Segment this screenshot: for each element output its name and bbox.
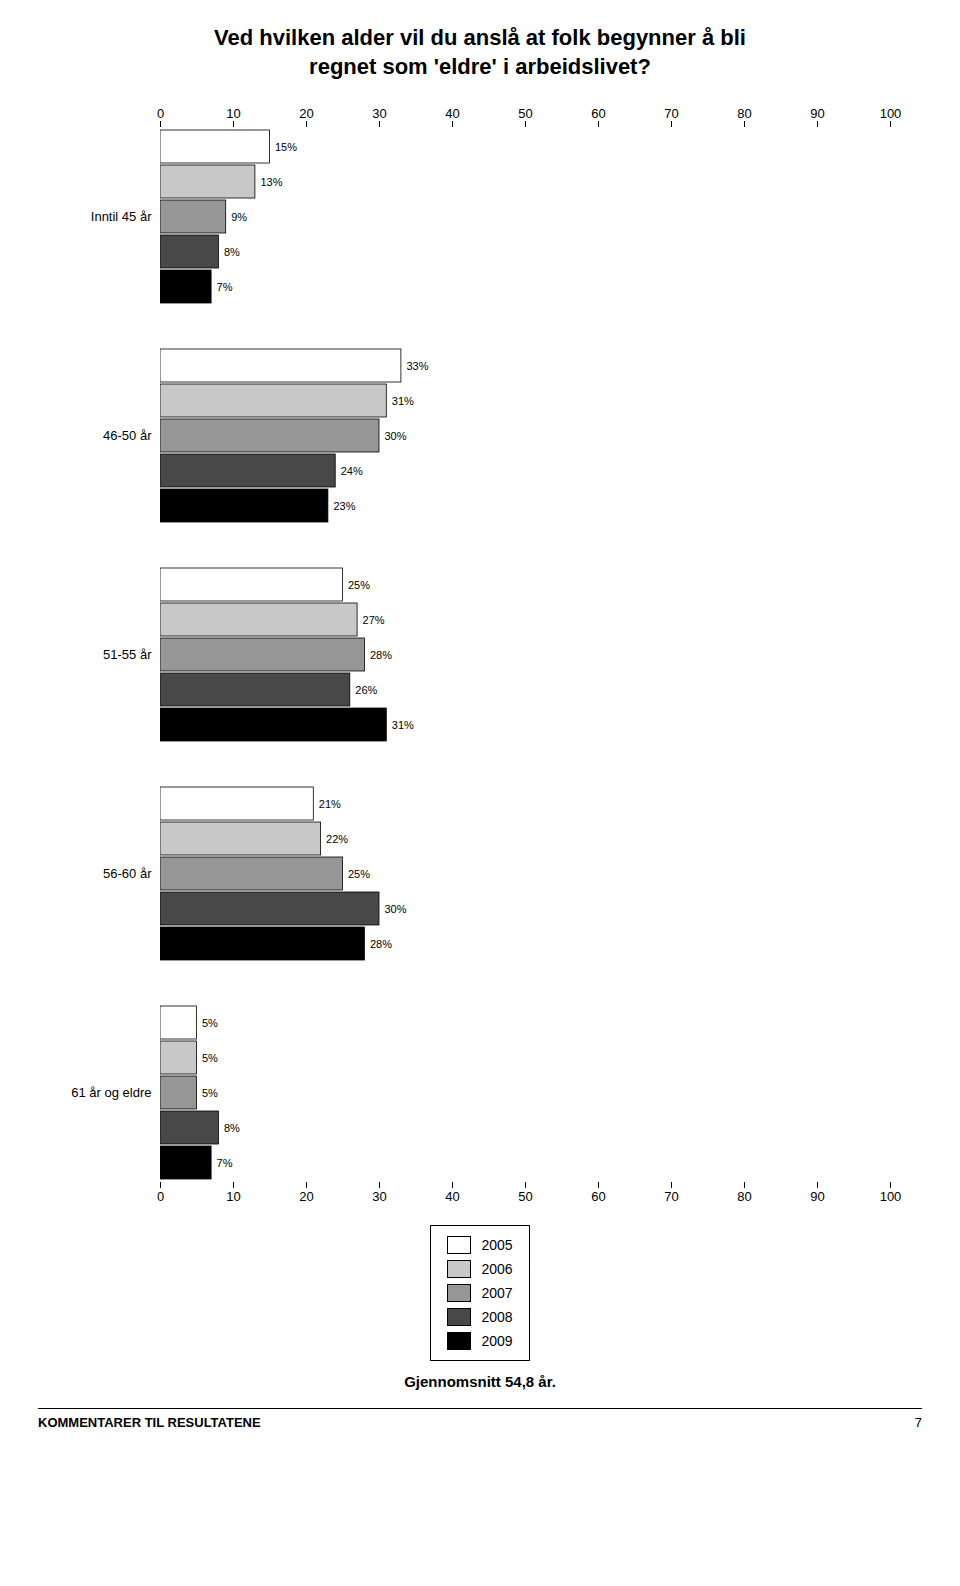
svg-text:8%: 8% — [224, 246, 240, 258]
svg-text:40: 40 — [445, 106, 459, 121]
html-text:Gjennomsnitt 54,8 år.: Gjennomsnitt 54,8 år. — [404, 1373, 556, 1391]
svg-text:90: 90 — [810, 1189, 824, 1204]
svg-text:31%: 31% — [392, 395, 414, 407]
html-text:Ved hvilken alder vil du anslå: Ved hvilken alder vil du anslå at folk b… — [214, 25, 746, 79]
svg-text:10: 10 — [226, 1189, 240, 1204]
html-text:2009: 2009 — [481, 1333, 513, 1350]
svg-text:21%: 21% — [319, 798, 341, 810]
svg-text:8%: 8% — [224, 1122, 240, 1134]
svg-text:90: 90 — [810, 106, 824, 121]
svg-text:60: 60 — [591, 106, 605, 121]
svg-text:100: 100 — [880, 1189, 902, 1204]
svg-text:15%: 15% — [275, 141, 297, 153]
svg-text:0: 0 — [157, 1189, 164, 1204]
html-text:2006: 2006 — [481, 1261, 513, 1278]
svg-text:0: 0 — [157, 106, 164, 121]
svg-text:5%: 5% — [202, 1052, 218, 1064]
svg-text:5%: 5% — [202, 1087, 218, 1099]
svg-text:51-55 år: 51-55 år — [103, 647, 152, 662]
svg-text:70: 70 — [664, 1189, 678, 1204]
svg-text:7%: 7% — [217, 281, 233, 293]
svg-text:61 år og eldre: 61 år og eldre — [71, 1085, 151, 1100]
svg-text:7%: 7% — [217, 1157, 233, 1169]
html-text:2007: 2007 — [481, 1285, 513, 1302]
svg-text:22%: 22% — [326, 833, 348, 845]
svg-text:25%: 25% — [348, 868, 370, 880]
svg-text:13%: 13% — [260, 176, 282, 188]
svg-text:20: 20 — [299, 1189, 313, 1204]
svg-text:26%: 26% — [355, 684, 377, 696]
svg-text:70: 70 — [664, 106, 678, 121]
svg-text:20: 20 — [299, 106, 313, 121]
svg-text:23%: 23% — [333, 500, 355, 512]
svg-text:30%: 30% — [385, 430, 407, 442]
svg-text:Inntil 45 år: Inntil 45 år — [91, 209, 152, 224]
svg-text:30: 30 — [372, 1189, 386, 1204]
svg-text:56-60 år: 56-60 år — [103, 866, 152, 881]
svg-text:27%: 27% — [363, 614, 385, 626]
html-text:2005: 2005 — [481, 1237, 513, 1254]
svg-text:10: 10 — [226, 106, 240, 121]
svg-text:33%: 33% — [406, 360, 428, 372]
svg-text:31%: 31% — [392, 719, 414, 731]
svg-text:46-50 år: 46-50 år — [103, 428, 152, 443]
svg-text:40: 40 — [445, 1189, 459, 1204]
svg-text:50: 50 — [518, 106, 532, 121]
svg-text:100: 100 — [880, 106, 902, 121]
svg-text:28%: 28% — [370, 649, 392, 661]
svg-text:9%: 9% — [231, 211, 247, 223]
svg-text:25%: 25% — [348, 579, 370, 591]
html-text:2008: 2008 — [481, 1309, 513, 1326]
svg-text:80: 80 — [737, 106, 751, 121]
svg-text:30: 30 — [372, 106, 386, 121]
svg-text:80: 80 — [737, 1189, 751, 1204]
html-text:KOMMENTARER TIL RESULTATENE: KOMMENTARER TIL RESULTATENE — [38, 1415, 261, 1431]
html-text:7: 7 — [914, 1415, 922, 1431]
svg-text:60: 60 — [591, 1189, 605, 1204]
svg-text:28%: 28% — [370, 938, 392, 950]
svg-text:24%: 24% — [341, 465, 363, 477]
svg-text:50: 50 — [518, 1189, 532, 1204]
svg-text:5%: 5% — [202, 1017, 218, 1029]
svg-text:30%: 30% — [385, 903, 407, 915]
